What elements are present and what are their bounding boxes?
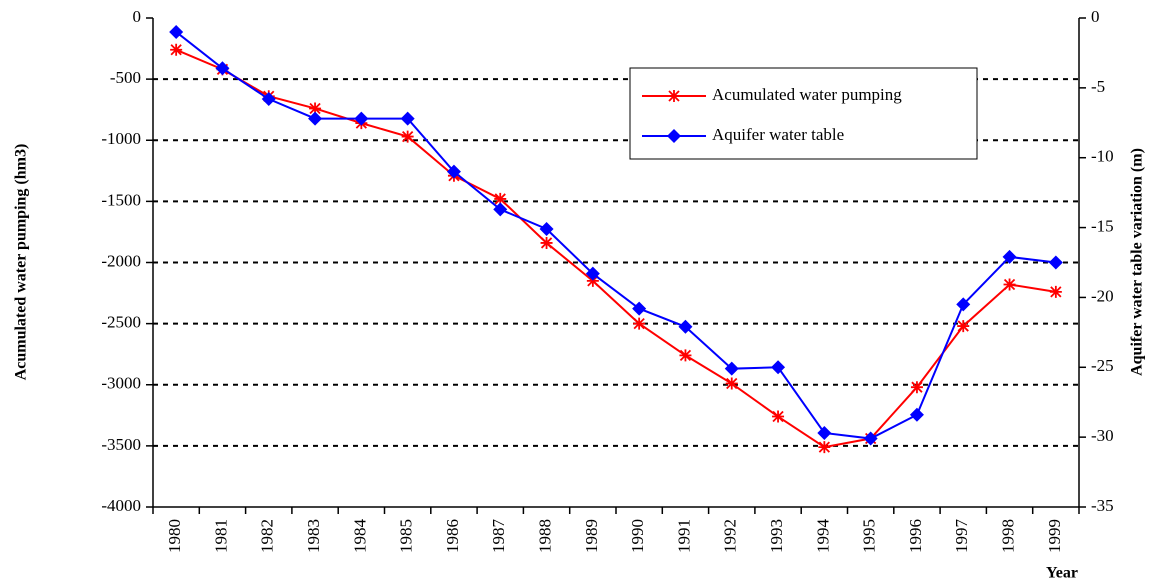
- x-tick-label: 1996: [906, 519, 925, 553]
- point: [401, 130, 414, 143]
- point: [493, 202, 508, 217]
- x-tick-label: 1985: [397, 519, 416, 553]
- x-tick-label: 1994: [813, 519, 832, 554]
- point: [169, 24, 184, 39]
- point: [863, 431, 878, 446]
- y-tick-label: -3000: [101, 374, 141, 393]
- point: [1049, 285, 1062, 298]
- legend-label: Aquifer water table: [712, 125, 844, 144]
- y2-tick-label: -5: [1091, 77, 1105, 96]
- point: [724, 361, 739, 376]
- y2-tick-label: -30: [1091, 426, 1114, 445]
- point: [910, 381, 923, 394]
- y2-tick-label: -25: [1091, 356, 1114, 375]
- y-tick-label: -1000: [101, 129, 141, 148]
- y2-tick-label: -10: [1091, 147, 1114, 166]
- x-tick-label: 1998: [998, 519, 1017, 553]
- point: [668, 90, 680, 102]
- point: [446, 164, 461, 179]
- point: [586, 274, 599, 287]
- x-tick-label: 1989: [582, 519, 601, 553]
- point: [909, 407, 924, 422]
- x-tick-label: 1991: [674, 519, 693, 553]
- point: [585, 266, 600, 281]
- point: [354, 111, 369, 126]
- x-tick-label: 1993: [767, 519, 786, 553]
- legend-label: Acumulated water pumping: [712, 85, 902, 104]
- x-tick-label: 1984: [350, 519, 369, 554]
- y2-tick-label: -20: [1091, 286, 1114, 305]
- point: [539, 221, 554, 236]
- x-tick-label: 1980: [165, 519, 184, 553]
- point: [956, 297, 971, 312]
- point: [678, 319, 693, 334]
- y-tick-label: -2000: [101, 251, 141, 270]
- point: [494, 192, 507, 205]
- point: [215, 61, 230, 76]
- x-tick-label: 1983: [304, 519, 323, 553]
- point: [1048, 255, 1063, 270]
- y2-axis-title: Aquifer water table variation (m): [1129, 148, 1146, 376]
- x-tick-label: 1999: [1045, 519, 1064, 553]
- x-tick-label: 1990: [628, 519, 647, 553]
- x-tick-label: 1987: [489, 519, 508, 554]
- y-axis-title: Acumulated water pumping (hm3): [13, 144, 30, 381]
- point: [633, 317, 646, 330]
- x-axis-title: Year: [1046, 565, 1078, 582]
- x-tick-label: 1997: [952, 519, 971, 554]
- y-tick-label: -4000: [101, 496, 141, 515]
- y-tick-label: -500: [110, 68, 141, 87]
- x-tick-label: 1986: [443, 519, 462, 553]
- point: [679, 349, 692, 362]
- y-tick-label: -3500: [101, 435, 141, 454]
- y2-tick-label: -15: [1091, 216, 1114, 235]
- point: [400, 111, 415, 126]
- point: [309, 102, 322, 115]
- x-tick-label: 1992: [721, 519, 740, 553]
- point: [772, 410, 785, 423]
- x-tick-label: 1981: [211, 519, 230, 553]
- point: [817, 425, 832, 440]
- y-tick-label: 0: [133, 7, 142, 26]
- x-tick-label: 1982: [258, 519, 277, 553]
- series-line: [175, 48, 1057, 449]
- y2-tick-label: 0: [1091, 7, 1100, 26]
- point: [771, 360, 786, 375]
- point: [725, 377, 738, 390]
- y-tick-label: -1500: [101, 190, 141, 209]
- x-tick-label: 1988: [535, 519, 554, 553]
- point: [170, 43, 183, 56]
- x-tick-label: 1995: [860, 519, 879, 553]
- point: [957, 320, 970, 333]
- point: [308, 111, 323, 126]
- point: [261, 92, 276, 107]
- y2-tick-label: -35: [1091, 496, 1114, 515]
- point: [1003, 278, 1016, 291]
- point: [632, 301, 647, 316]
- series-line: [175, 31, 1056, 440]
- point: [667, 129, 681, 143]
- legend-box: [629, 67, 978, 160]
- point: [540, 236, 553, 249]
- point: [818, 441, 831, 454]
- point: [1002, 249, 1017, 264]
- y-tick-label: -2500: [101, 313, 141, 332]
